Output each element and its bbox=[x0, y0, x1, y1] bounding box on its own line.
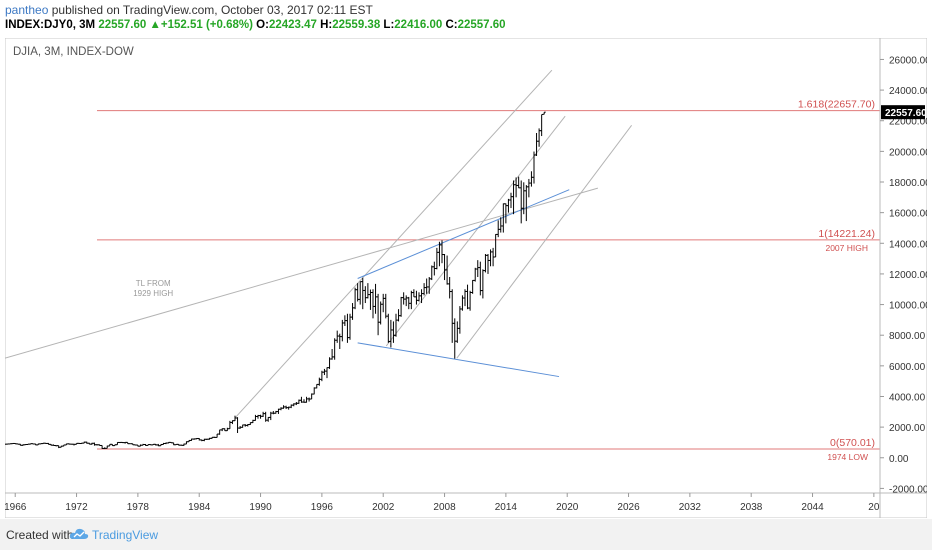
x-tick-label: 2038 bbox=[740, 502, 763, 513]
fib-level-sublabel: 1974 LOW bbox=[827, 452, 868, 462]
y-tick-label: 12000.00 bbox=[889, 270, 927, 281]
ohlc-bar bbox=[11, 442, 15, 445]
fib-levels: 1.618(22657.70) 1(14221.24) 2007 HIGH 0(570… bbox=[96, 99, 880, 462]
created-with-label: Created with bbox=[6, 528, 74, 542]
y-tick-label: 24000.00 bbox=[889, 86, 927, 97]
ohlc-bar bbox=[69, 443, 73, 445]
fib-level-label: 0(570.01) bbox=[830, 437, 875, 449]
chart-title: DJIA, 3M, INDEX-DOW bbox=[13, 46, 134, 58]
x-tick-label: 2026 bbox=[617, 502, 640, 513]
y-tick-label: -2000.00 bbox=[889, 484, 927, 495]
y-tick-label: 20000.00 bbox=[889, 147, 927, 158]
x-tick-label: 1978 bbox=[127, 502, 150, 513]
footer: Created with TradingView bbox=[0, 519, 932, 550]
last-price: 22557.60 bbox=[98, 19, 147, 31]
ohlc-bar bbox=[8, 443, 12, 445]
x-tick-label: 2032 bbox=[679, 502, 702, 513]
close-value: 22557.60 bbox=[457, 19, 506, 31]
last-price-tag-label: 22557.60 bbox=[885, 108, 927, 119]
y-tick-label: 0.00 bbox=[889, 454, 909, 465]
x-tick-label: 2008 bbox=[433, 502, 456, 513]
trend-line bbox=[385, 115, 566, 347]
chart-header: pantheo published on TradingView.com, Oc… bbox=[0, 0, 932, 36]
ohlc-bar bbox=[174, 443, 178, 446]
annotation-text: 1929 HIGH bbox=[133, 289, 173, 298]
open-value: 22423.47 bbox=[268, 19, 317, 31]
x-tick-label: 1990 bbox=[249, 502, 272, 513]
ohlc-bar bbox=[23, 444, 27, 446]
time-axis[interactable]: 1966 1972 1978 1984 1990 1996 2002 2008 2014 2020… bbox=[4, 492, 927, 513]
open-label: O: bbox=[256, 19, 269, 31]
high-label: H: bbox=[320, 19, 333, 31]
x-tick-label: 1972 bbox=[65, 502, 88, 513]
price-chart[interactable]: DJIA, 3M, INDEX-DOW 1.618(22657.70) 1(142… bbox=[3, 37, 931, 519]
x-tick-label: 20 bbox=[868, 502, 880, 513]
annotation-text: TL FROM bbox=[136, 279, 171, 288]
author-link[interactable]: pantheo bbox=[5, 3, 49, 17]
trend-lines bbox=[4, 69, 633, 419]
channel-line bbox=[357, 189, 570, 279]
ohlc-bar bbox=[542, 111, 546, 115]
y-tick-label: 6000.00 bbox=[889, 362, 926, 373]
low-value: 22416.00 bbox=[394, 19, 443, 31]
price-change: +152.51 (+0.68%) bbox=[160, 19, 253, 31]
x-tick-label: 2020 bbox=[556, 502, 579, 513]
x-tick-label: 1996 bbox=[311, 502, 334, 513]
fib-level-label: 1.618(22657.70) bbox=[798, 99, 875, 111]
channel-line bbox=[357, 342, 560, 378]
ohlc-bar bbox=[26, 443, 30, 446]
ohlc-bar bbox=[213, 436, 217, 438]
x-tick-label: 1966 bbox=[5, 502, 27, 513]
symbol-info: INDEX:DJY0, 3M 22557.60 ▲+152.51 (+0.68%… bbox=[5, 19, 506, 31]
y-tick-label: 14000.00 bbox=[889, 239, 927, 250]
x-tick-label: 2044 bbox=[801, 502, 824, 513]
y-tick-label: 26000.00 bbox=[889, 55, 927, 66]
ohlc-bar bbox=[6, 443, 10, 445]
published-text: published on TradingView.com, October 03… bbox=[51, 3, 373, 17]
y-tick-label: 10000.00 bbox=[889, 301, 927, 312]
fib-level-sublabel: 2007 HIGH bbox=[825, 243, 868, 253]
x-tick-label: 2014 bbox=[495, 502, 518, 513]
publish-info: pantheo published on TradingView.com, Oc… bbox=[5, 3, 373, 17]
chart-area[interactable]: DJIA, 3M, INDEX-DOW 1.618(22657.70) 1(142… bbox=[3, 37, 931, 519]
trend-line bbox=[4, 187, 599, 359]
y-tick-label: 4000.00 bbox=[889, 392, 926, 403]
tradingview-brand[interactable]: TradingView bbox=[92, 528, 159, 542]
trend-line bbox=[456, 125, 633, 359]
last-price-tag bbox=[881, 105, 925, 120]
fib-level-label: 1(14221.24) bbox=[818, 228, 875, 240]
y-tick-label: 18000.00 bbox=[889, 178, 927, 189]
price-axis[interactable]: -2000.00 0.00 2000.00 4000.00 6000.00 8000.00… bbox=[879, 38, 931, 518]
tradingview-cloud-icon[interactable] bbox=[69, 527, 89, 541]
close-label: C: bbox=[445, 19, 458, 31]
high-value: 22559.38 bbox=[332, 19, 381, 31]
y-tick-label: 16000.00 bbox=[889, 209, 927, 220]
trend-line bbox=[234, 69, 553, 419]
change-up-icon: ▲ bbox=[149, 19, 161, 31]
y-tick-label: 2000.00 bbox=[889, 423, 926, 434]
candles bbox=[3, 111, 546, 450]
x-tick-label: 2002 bbox=[372, 502, 395, 513]
y-tick-label: 8000.00 bbox=[889, 331, 926, 342]
y-tick-label: 22000.00 bbox=[889, 117, 927, 128]
symbol-label: INDEX:DJY0, 3M bbox=[5, 19, 96, 31]
low-label: L: bbox=[383, 19, 395, 31]
x-tick-label: 1984 bbox=[188, 502, 211, 513]
